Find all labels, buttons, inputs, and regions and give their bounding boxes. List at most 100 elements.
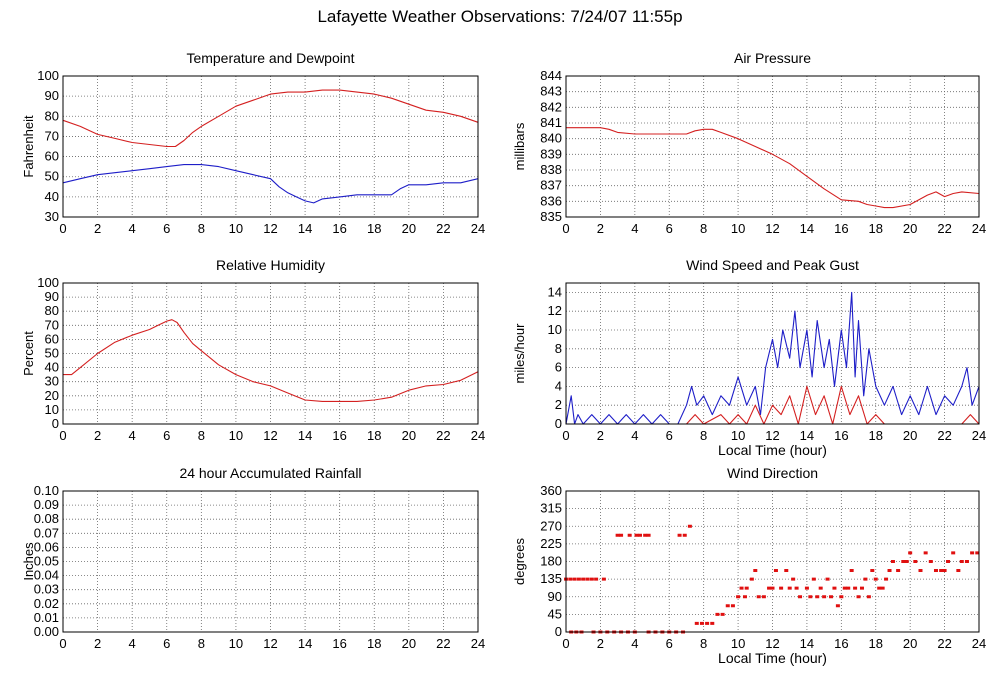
x-tick-label: 6: [163, 221, 170, 236]
y-tick-label: 8: [555, 341, 562, 356]
direction-point: [853, 586, 858, 590]
x-tick-label: 0: [59, 636, 66, 651]
x-tick-label: 16: [834, 428, 848, 443]
direction-point: [699, 621, 704, 625]
x-tick-label: 12: [263, 428, 277, 443]
y-tick-label: 0.00: [34, 624, 59, 639]
x-tick-label: 6: [163, 636, 170, 651]
x-tick-label: 12: [263, 636, 277, 651]
y-axis-label: millibars: [512, 122, 527, 170]
y-tick-label: 80: [45, 108, 59, 123]
y-tick-label: 0.07: [34, 525, 59, 540]
x-tick-label: 20: [903, 221, 917, 236]
direction-point: [627, 533, 632, 537]
direction-point: [859, 586, 864, 590]
x-tick-label: 14: [800, 221, 814, 236]
plot-frame: [62, 282, 479, 425]
direction-point: [946, 560, 951, 563]
x-tick-label: 4: [129, 428, 136, 443]
direction-point: [877, 586, 882, 590]
direction-point: [637, 533, 642, 537]
direction-point: [815, 595, 820, 599]
y-tick-label: 841: [540, 115, 562, 130]
temp-series-0-line: [62, 89, 479, 148]
direction-point: [784, 569, 789, 573]
plot-frame: [62, 490, 479, 633]
x-tick-label: 14: [298, 636, 312, 651]
direction-point: [568, 577, 573, 581]
direction-point: [773, 569, 778, 573]
direction-point: [956, 569, 961, 573]
direction-point: [694, 621, 699, 625]
x-tick-label: 24: [471, 636, 485, 651]
plot-frame: [565, 282, 980, 425]
x-tick-label: 0: [562, 428, 569, 443]
direction-point: [798, 595, 803, 599]
direction-point: [705, 621, 710, 625]
direction-point: [913, 560, 918, 563]
direction-point: [770, 586, 775, 590]
x-axis-label: Local Time (hour): [718, 650, 827, 666]
direction-point: [594, 577, 599, 581]
y-tick-label: 0.05: [34, 554, 59, 569]
page-title: Lafayette Weather Observations: 7/24/07 …: [317, 7, 683, 26]
plot-frame: [565, 75, 980, 218]
x-tick-label: 20: [402, 221, 416, 236]
x-tick-label: 8: [700, 221, 707, 236]
direction-point: [832, 586, 837, 590]
x-tick-label: 8: [700, 428, 707, 443]
x-tick-label: 6: [666, 428, 673, 443]
x-tick-label: 20: [903, 428, 917, 443]
direction-point: [749, 577, 754, 581]
x-tick-label: 14: [298, 221, 312, 236]
y-tick-label: 842: [540, 99, 562, 114]
y-tick-label: 135: [540, 571, 562, 586]
direction-point: [942, 569, 947, 573]
x-tick-label: 10: [731, 636, 745, 651]
direction-point: [808, 595, 813, 599]
direction-point: [779, 586, 784, 590]
y-tick-label: 50: [45, 169, 59, 184]
x-tick-label: 16: [834, 636, 848, 651]
direction-point: [634, 533, 639, 537]
direction-point: [873, 577, 878, 581]
direction-point: [887, 569, 892, 573]
x-tick-label: 10: [731, 221, 745, 236]
y-tick-label: 40: [45, 189, 59, 204]
direction-point: [646, 533, 651, 537]
direction-point: [863, 577, 868, 581]
x-tick-label: 18: [869, 428, 883, 443]
direction-point: [835, 604, 840, 608]
y-tick-label: 0.08: [34, 511, 59, 526]
direction-point: [756, 595, 761, 599]
y-tick-label: 0: [555, 624, 562, 639]
x-tick-label: 2: [94, 221, 101, 236]
y-axis-label: Inches: [21, 542, 36, 581]
x-tick-label: 22: [436, 221, 450, 236]
y-tick-label: 838: [540, 162, 562, 177]
direction-point: [767, 586, 772, 590]
y-tick-label: 20: [45, 388, 59, 403]
y-tick-label: 4: [555, 378, 562, 393]
y-tick-label: 0.06: [34, 539, 59, 554]
x-tick-label: 8: [198, 636, 205, 651]
direction-point: [804, 586, 809, 590]
direction-point: [725, 604, 730, 608]
y-tick-label: 0.09: [34, 497, 59, 512]
x-tick-label: 2: [597, 428, 604, 443]
direction-point: [918, 569, 923, 573]
y-tick-label: 90: [548, 589, 562, 604]
x-tick-label: 18: [367, 428, 381, 443]
x-tick-label: 10: [731, 428, 745, 443]
direction-point: [715, 612, 720, 616]
direction-point: [866, 595, 871, 599]
y-tick-label: 837: [540, 178, 562, 193]
y-tick-label: 90: [45, 289, 59, 304]
x-tick-label: 16: [834, 221, 848, 236]
direction-point: [811, 577, 816, 581]
y-tick-label: 2: [555, 397, 562, 412]
